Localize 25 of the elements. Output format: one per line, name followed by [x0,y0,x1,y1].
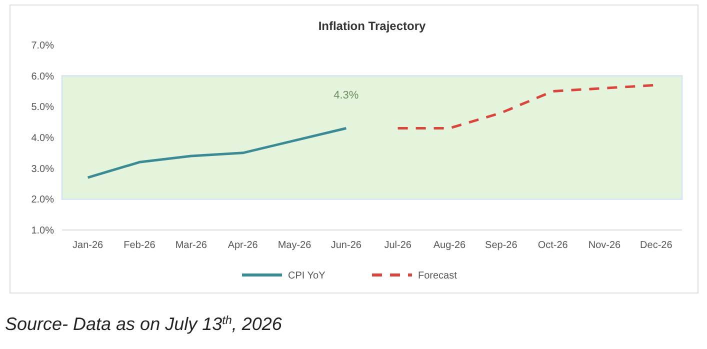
x-tick-label: May-26 [278,240,312,251]
y-tick-label: 7.0% [31,40,54,52]
x-tick-label: Mar-26 [175,240,208,251]
x-tick-label: Aug-26 [433,240,466,251]
y-tick-label: 2.0% [31,194,54,206]
x-tick-label: Jun-26 [330,240,362,251]
y-tick-label: 3.0% [31,164,54,175]
y-tick-label: 6.0% [31,71,54,82]
x-tick-label: Nov-26 [588,240,622,251]
x-tick-label: Jan-26 [72,240,104,251]
line-series [86,127,348,179]
x-tick-label: Jul-26 [384,240,412,251]
x-tick-label: Feb-26 [124,240,156,251]
legend-label: Forecast [418,270,458,282]
x-tick-label: Sep-26 [485,240,518,251]
legend-label: CPI YoY [288,270,326,282]
y-tick-label: 5.0% [31,102,54,114]
y-tick-label: 4.0% [31,133,54,144]
chart-title: Inflation Trajectory [318,19,426,33]
source-note: Source- Data as on July 13$^{th}$, 2026 [5,314,283,334]
data-label: 4.3% [334,89,359,102]
y-tick-label: 1.0% [31,226,54,236]
x-tick-label: Oct-26 [538,240,568,251]
x-tick-label: Dec-26 [640,240,673,251]
x-tick-label: Apr-26 [228,240,258,251]
